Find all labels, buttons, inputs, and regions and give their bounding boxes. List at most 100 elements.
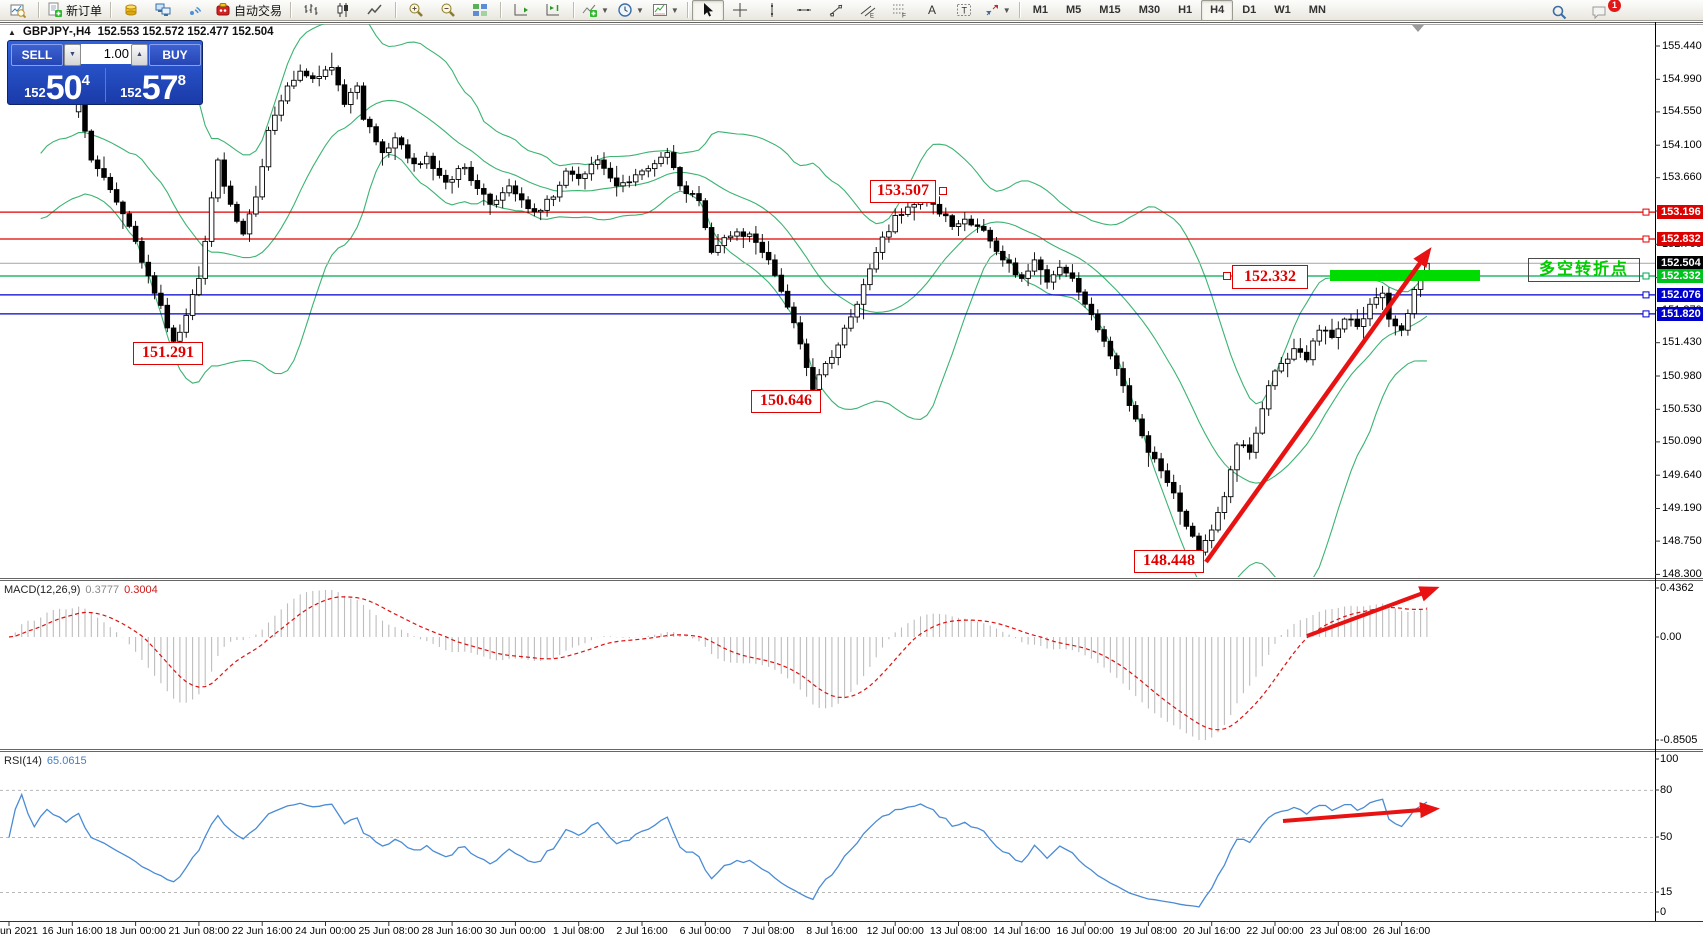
candlestick-chart-button[interactable] (327, 0, 359, 21)
tf-m1-label: M1 (1032, 4, 1048, 16)
scroll-end-marker (1412, 25, 1424, 32)
zoom-in-icon (408, 2, 424, 18)
equidistant-channel-button[interactable]: E (852, 0, 884, 21)
hline-handle (1642, 235, 1650, 243)
tf-m30-button[interactable]: M30 (1130, 0, 1169, 21)
zoom-out-icon (440, 2, 456, 18)
cursor-button[interactable] (691, 0, 724, 21)
periods-dropdown-icon[interactable]: ▼ (635, 5, 644, 15)
chart-shift-button[interactable] (537, 0, 569, 21)
search-button[interactable] (1543, 1, 1575, 22)
arrows-button[interactable]: ▼ (980, 0, 1015, 21)
svg-text:A: A (928, 3, 936, 17)
tile-windows-icon (472, 2, 488, 18)
buy-price[interactable]: 152 57 8 (107, 66, 199, 105)
sell-price[interactable]: 152 50 4 (11, 66, 103, 107)
auto-scroll-button[interactable] (505, 0, 537, 21)
tf-h1-label: H1 (1178, 4, 1193, 16)
zoom-in-button[interactable] (400, 0, 432, 21)
arrows-dropdown-icon[interactable]: ▼ (1002, 5, 1011, 15)
buy-button[interactable]: BUY (149, 44, 201, 66)
svg-text:E: E (870, 14, 874, 19)
indicators-icon (582, 2, 598, 18)
price-divider (105, 68, 106, 102)
candlestick-chart-icon (335, 2, 351, 18)
collapse-icon[interactable]: ▲ (8, 27, 16, 37)
tf-w1-label: W1 (1274, 4, 1291, 16)
tf-d1-label: D1 (1242, 4, 1257, 16)
toolbar-separator (573, 2, 575, 18)
hline-handle (1642, 310, 1650, 318)
indicators-button[interactable]: ▼ (578, 0, 613, 21)
rsi-name: RSI(14) (4, 755, 42, 767)
signals-button[interactable] (179, 0, 211, 21)
macd-name: MACD(12,26,9) (4, 584, 81, 596)
tf-m5-label: M5 (1066, 4, 1082, 16)
tf-m15-label: M15 (1099, 4, 1121, 16)
tile-windows-button[interactable] (464, 0, 496, 21)
hline-handle (1642, 272, 1650, 280)
templates-button[interactable]: ▼ (648, 0, 683, 21)
fibonacci-button[interactable]: F (884, 0, 916, 21)
toolbar-separator (395, 2, 397, 18)
chat-button[interactable]: 1 (1583, 0, 1621, 22)
tf-m30-label: M30 (1138, 4, 1161, 16)
trendline-button[interactable] (820, 0, 852, 21)
tf-mn-label: MN (1308, 4, 1326, 16)
tf-d1-button[interactable]: D1 (1233, 0, 1265, 21)
tf-m15-button[interactable]: M15 (1090, 0, 1129, 21)
crosshair-icon (732, 2, 748, 18)
green-highlight-bar (1330, 270, 1480, 281)
turning-point-text-label[interactable]: 多空转折点 (1528, 258, 1640, 282)
toolbar-right: 1 (1543, 0, 1621, 22)
svg-text:F: F (902, 13, 906, 19)
volume-increase-button[interactable]: ▲ (131, 44, 148, 66)
new-order-label: 新订单 (66, 3, 103, 18)
one-click-trading-panel: SELL ▼ 1.00 ▲ BUY 152 50 4 152 57 8 (7, 40, 203, 105)
tf-mn-button[interactable]: MN (1300, 0, 1335, 21)
rsi-indicator-label: RSI(14) 65.0615 (4, 755, 87, 767)
tf-m1-button[interactable]: M1 (1024, 0, 1057, 21)
publisher-button[interactable] (115, 0, 147, 21)
tf-h1-button[interactable]: H1 (1169, 0, 1201, 21)
cursor-icon (700, 2, 716, 18)
virtual-hosting-button[interactable] (147, 0, 179, 21)
virtual-hosting-icon (155, 2, 171, 18)
periods-button[interactable]: ▼ (613, 0, 648, 21)
signals-icon (187, 2, 203, 18)
templates-dropdown-icon[interactable]: ▼ (670, 5, 679, 15)
tf-w1-button[interactable]: W1 (1265, 0, 1300, 21)
hline-handle (1642, 208, 1650, 216)
text-button[interactable]: A (916, 0, 948, 21)
crosshair-button[interactable] (724, 0, 756, 21)
volume-decrease-button[interactable]: ▼ (64, 44, 81, 66)
line-chart-button[interactable] (359, 0, 391, 21)
macd-signal-line (8, 596, 1427, 731)
bar-chart-button[interactable] (295, 0, 327, 21)
search-icon (1551, 4, 1567, 20)
vertical-line-button[interactable] (756, 0, 788, 21)
sell-button[interactable]: SELL (11, 44, 63, 66)
volume-input[interactable]: 1.00 (81, 44, 133, 64)
horizontal-line-button[interactable] (788, 0, 820, 21)
toolbar-separator (686, 2, 688, 18)
text-label-button[interactable]: T (948, 0, 980, 21)
tf-h4-button[interactable]: H4 (1201, 0, 1234, 21)
zoom-out-button[interactable] (432, 0, 464, 21)
sell-price-prefix: 152 (24, 85, 46, 100)
bollinger-band (40, 99, 1428, 484)
hline-handle (1642, 291, 1650, 299)
autotrading-button[interactable]: 自动交易 (211, 0, 286, 21)
tf-m5-button[interactable]: M5 (1057, 0, 1090, 21)
indicators-dropdown-icon[interactable]: ▼ (601, 5, 609, 15)
chart-title: ▲ GBPJPY-,H4 152.553 152.572 152.477 152… (8, 26, 274, 38)
terminal-button[interactable] (2, 0, 34, 21)
toolbar: 新订单 自动交易 ▼ ▼ ▼ E F A T ▼ M1 M5 M15 M30 H1 H4 D1 W1 MN 1 (0, 0, 1703, 21)
sell-price-big: 50 (45, 69, 83, 107)
text-icon: A (924, 2, 940, 18)
chart-shift-icon (545, 2, 561, 18)
macd-signal-value: 0.3004 (124, 584, 158, 596)
new-order-button[interactable]: 新订单 (43, 0, 106, 21)
